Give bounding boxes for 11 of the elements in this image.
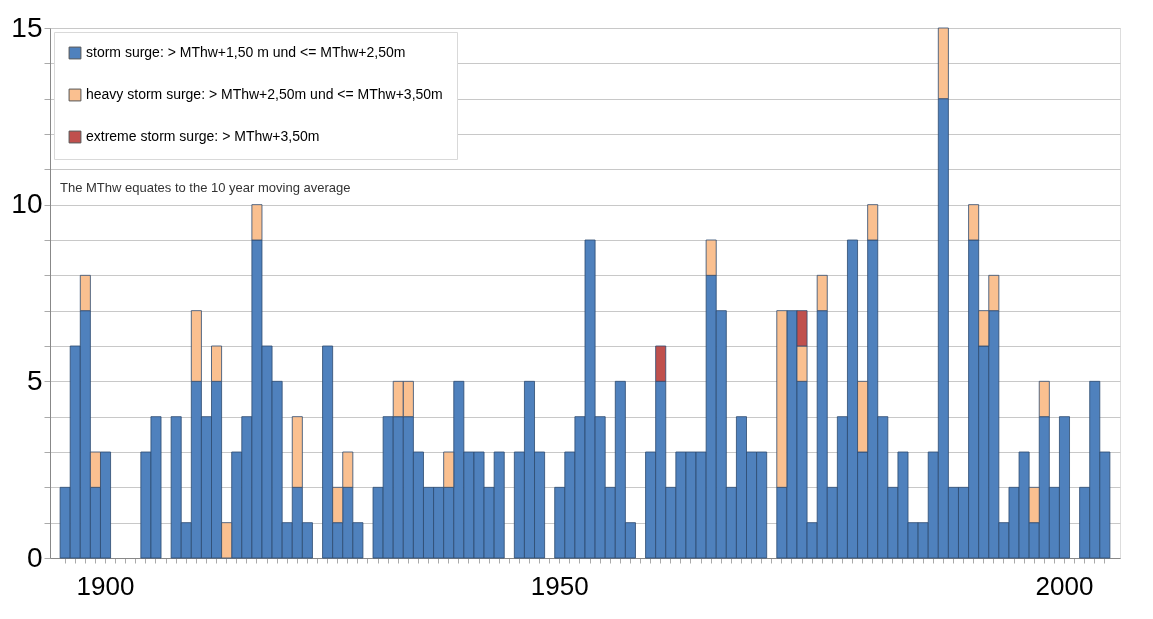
y-tick-label: 10 — [11, 188, 43, 220]
x-tick-label: 1900 — [76, 570, 135, 601]
x-tick-label: 1950 — [530, 570, 589, 601]
y-tick-label: 15 — [11, 11, 43, 43]
legend-label: heavy storm surge: > MThw+2,50m und <= MThw+3,50m — [86, 86, 443, 102]
x-tick-label: 2000 — [1035, 570, 1094, 601]
y-tick-label: 0 — [26, 541, 43, 573]
annotation: The MThw equates to the 10 year moving average — [60, 180, 351, 195]
legend-label: extreme storm surge: > MThw+3,50m — [86, 128, 320, 144]
y-tick-label: 5 — [26, 364, 43, 396]
legend-label: storm surge: > MThw+1,50 m und <= MThw+2,50m — [86, 44, 406, 60]
